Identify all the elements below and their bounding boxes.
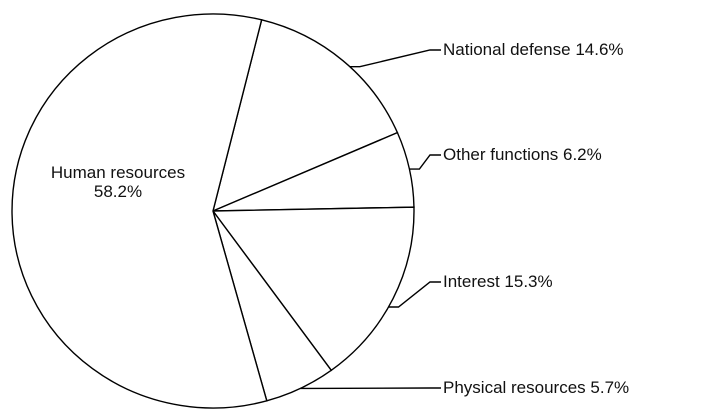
slice-label-human-resources: Human resources 58.2% bbox=[51, 163, 185, 201]
slice-label-interest: Interest 15.3% bbox=[443, 272, 553, 291]
slice-label-human-resources-line: Human resources bbox=[51, 163, 185, 182]
leader-line-interest bbox=[388, 281, 441, 308]
slice-label-human-resources-line: 58.2% bbox=[94, 182, 142, 201]
leader-line-national-defense bbox=[349, 49, 441, 68]
pie-slice-interest bbox=[211, 206, 415, 372]
pie-slice-human-resources bbox=[11, 13, 268, 409]
pie-slice-national-defense bbox=[211, 19, 399, 213]
leader-line-other-functions bbox=[409, 154, 441, 170]
slice-label-other-functions: Other functions 6.2% bbox=[443, 145, 602, 164]
slice-label-national-defense: National defense 14.6% bbox=[443, 40, 624, 59]
slice-label-physical-resources: Physical resources 5.7% bbox=[443, 378, 629, 397]
